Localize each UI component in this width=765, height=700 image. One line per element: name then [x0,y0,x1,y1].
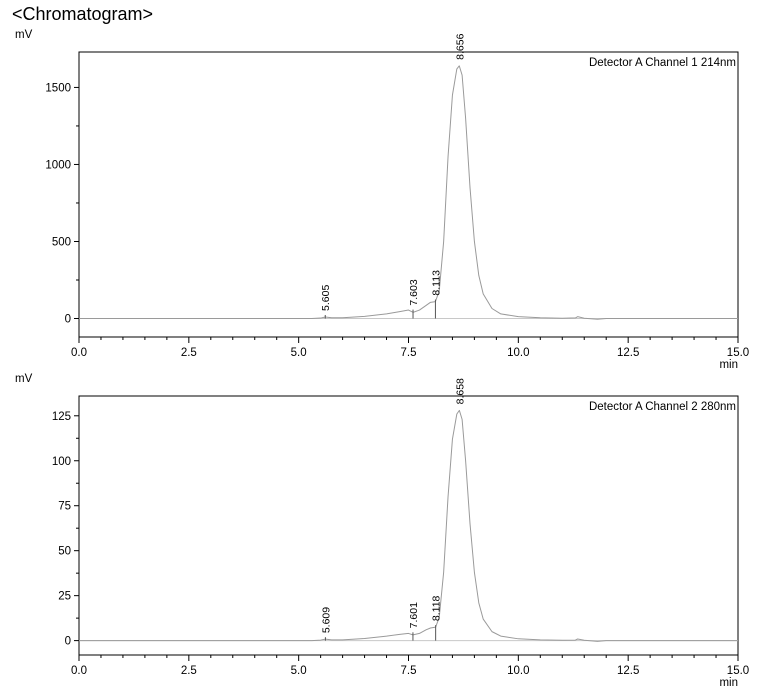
chromatogram-chart-214nm: mV 0 500 1000 1500 0.0 2.5 5.0 7.5 10.0 12.5 15.0mi… [15,29,749,371]
ch2-x-tick-label: 10.0 [507,665,529,677]
ch2-x-unit-label: min [719,677,738,689]
page-title: <Chromatogram> [12,4,154,24]
ch2-y-tick-label: 0 [65,636,71,648]
ch2-x-tick-label: 0.0 [71,665,87,677]
ch2-peak-label: 8.658 [454,378,466,404]
ch1-peak-label: 8.113 [430,270,442,296]
ch1-y-tick-label: 500 [52,236,71,248]
ch2-trace-line [79,409,738,642]
ch1-detector-label: Detector A Channel 1 214nm [589,57,736,69]
ch2-y-unit-label: mV [15,373,33,385]
ch1-x-unit-label: min [719,359,738,371]
ch2-y-tick-label: 75 [58,501,71,513]
ch2-y-tick-label: 125 [52,411,71,423]
ch1-y-tick-label: 1000 [45,159,71,171]
ch1-x-tick-label: 5.0 [291,347,307,359]
ch1-x-tick-label: 10.0 [507,347,529,359]
ch2-detector-label: Detector A Channel 2 280nm [589,401,736,413]
ch1-y-tick-label: 1500 [45,82,71,94]
ch2-y-tick-label: 100 [52,456,71,468]
chromatogram-chart-280nm: mV 0 25 50 75 100 125 0.0 2.5 5.0 7.5 10.0 12.5 15.0m… [15,373,749,689]
ch1-peak-label: 8.656 [454,33,466,59]
ch2-y-tick-label: 50 [58,546,71,558]
ch1-x-tick-label: 12.5 [617,347,639,359]
ch1-y-unit-label: mV [15,29,33,41]
ch1-peak-label: 7.603 [408,279,420,305]
ch1-y-tick-label: 0 [65,314,71,326]
ch1-x-tick-label: 15.0 [727,347,749,359]
ch2-peak-label: 8.118 [431,595,443,621]
ch2-x-tick-label: 2.5 [181,665,197,677]
ch2-x-tick-label: 15.0 [727,665,749,677]
ch1-x-tick-label: 2.5 [181,347,197,359]
ch1-peak-label: 5.605 [320,285,332,311]
ch2-y-tick-label: 25 [58,591,71,603]
ch2-peak-label: 5.609 [320,607,332,633]
ch1-x-tick-label: 0.0 [71,347,87,359]
ch2-x-tick-label: 5.0 [291,665,307,677]
ch1-trace-line [79,65,738,320]
ch1-x-tick-label: 7.5 [401,347,417,359]
ch2-peak-label: 7.601 [408,602,420,628]
ch2-x-tick-label: 7.5 [401,665,417,677]
ch2-x-tick-label: 12.5 [617,665,639,677]
